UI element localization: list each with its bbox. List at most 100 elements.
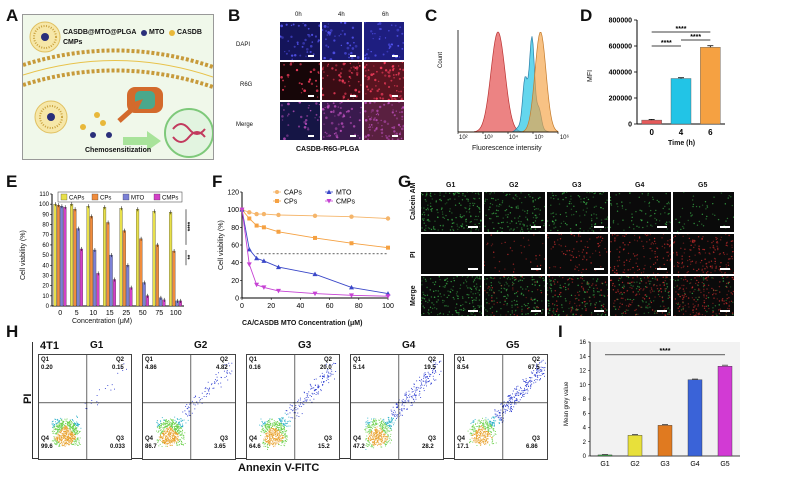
event-dot <box>281 426 283 428</box>
dead-cell <box>488 286 490 288</box>
live-cell <box>641 193 644 195</box>
event-dot <box>396 406 397 408</box>
event-dot <box>54 427 56 429</box>
dead-cell <box>617 290 619 293</box>
cell-speck <box>304 38 307 42</box>
live-cell <box>477 292 479 294</box>
event-dot <box>172 420 174 422</box>
live-cell <box>621 205 624 207</box>
event-dot <box>73 424 75 426</box>
cell-speck <box>342 96 345 99</box>
live-dead-image-tile <box>547 192 608 232</box>
cell-speck <box>351 26 355 30</box>
dead-cell <box>571 234 573 236</box>
event-dot <box>165 432 167 434</box>
event-dot <box>224 377 226 378</box>
event-dot <box>372 426 374 428</box>
event-dot <box>176 426 178 428</box>
event-dot <box>277 430 278 431</box>
dead-cell <box>593 303 596 305</box>
event-dot <box>284 420 286 422</box>
live-cell <box>548 300 550 302</box>
event-dot <box>306 395 308 397</box>
live-cell <box>484 202 485 205</box>
live-cell <box>590 303 592 305</box>
live-cell <box>434 281 437 283</box>
live-cell <box>554 313 557 316</box>
live-cell <box>479 311 481 313</box>
live-cell <box>453 194 455 196</box>
event-dot <box>172 420 174 422</box>
event-dot <box>69 421 71 423</box>
scale-bar <box>350 95 356 97</box>
event-dot <box>170 435 172 437</box>
scale-bar <box>308 95 314 97</box>
event-dot <box>281 440 283 442</box>
event-dot <box>68 437 70 439</box>
live-cell <box>451 212 453 214</box>
dead-cell <box>493 314 495 316</box>
live-cell <box>654 310 657 312</box>
cell-speck <box>334 35 336 37</box>
dead-cell <box>515 278 517 280</box>
event-dot <box>174 429 176 431</box>
live-cell <box>424 229 427 232</box>
live-cell <box>478 193 480 196</box>
event-dot <box>382 431 384 433</box>
cell-speck <box>307 27 310 30</box>
f-point <box>239 207 245 213</box>
dead-cell <box>587 246 589 249</box>
event-dot <box>56 426 58 428</box>
live-cell <box>560 287 562 289</box>
cell-speck <box>374 117 376 119</box>
event-dot <box>169 423 170 425</box>
event-dot <box>371 434 373 436</box>
live-cell <box>529 195 531 198</box>
live-cell <box>617 279 620 282</box>
cell-speck <box>374 32 376 35</box>
dot-plot-svg <box>39 355 131 459</box>
event-dot <box>269 441 271 443</box>
event-dot <box>381 446 383 448</box>
f-point <box>349 293 354 298</box>
dead-cell <box>728 234 730 237</box>
event-dot <box>161 426 163 428</box>
event-dot <box>67 423 69 425</box>
dead-cell <box>647 277 649 279</box>
cell-speck <box>283 109 285 111</box>
live-cell <box>473 299 475 301</box>
cell-speck <box>342 98 344 100</box>
dead-cell <box>643 277 646 279</box>
live-cell <box>520 286 522 288</box>
dead-cell <box>536 289 539 291</box>
event-dot <box>182 423 183 425</box>
event-dot <box>182 420 184 422</box>
live-cell <box>521 228 523 231</box>
live-cell <box>543 229 545 231</box>
live-dead-image-tile <box>421 234 482 274</box>
live-cell <box>449 210 451 212</box>
event-dot <box>261 425 263 427</box>
dead-cell <box>498 270 501 272</box>
dead-cell <box>556 308 559 310</box>
dead-cell <box>641 240 643 243</box>
event-dot <box>55 426 57 428</box>
live-cell <box>425 194 428 196</box>
cell-speck <box>364 57 367 60</box>
event-dot <box>275 429 277 431</box>
live-cell <box>610 203 612 205</box>
live-cell <box>487 229 489 232</box>
live-cell <box>591 220 593 222</box>
event-dot <box>68 423 70 425</box>
event-dot <box>315 378 317 380</box>
cell-speck <box>394 133 396 136</box>
live-cell <box>593 206 596 208</box>
event-dot <box>179 425 181 427</box>
live-cell <box>429 306 432 309</box>
event-dot <box>188 407 190 408</box>
dead-cell <box>663 243 666 245</box>
live-cell <box>642 226 644 229</box>
dead-cell <box>507 253 509 256</box>
event-dot <box>280 420 282 422</box>
event-dot <box>72 438 74 439</box>
